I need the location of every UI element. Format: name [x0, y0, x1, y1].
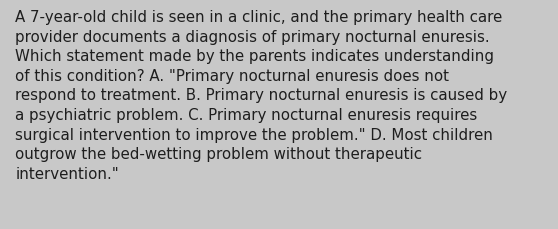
Text: A 7-year-old child is seen in a clinic, and the primary health care
provider doc: A 7-year-old child is seen in a clinic, …	[16, 10, 508, 181]
